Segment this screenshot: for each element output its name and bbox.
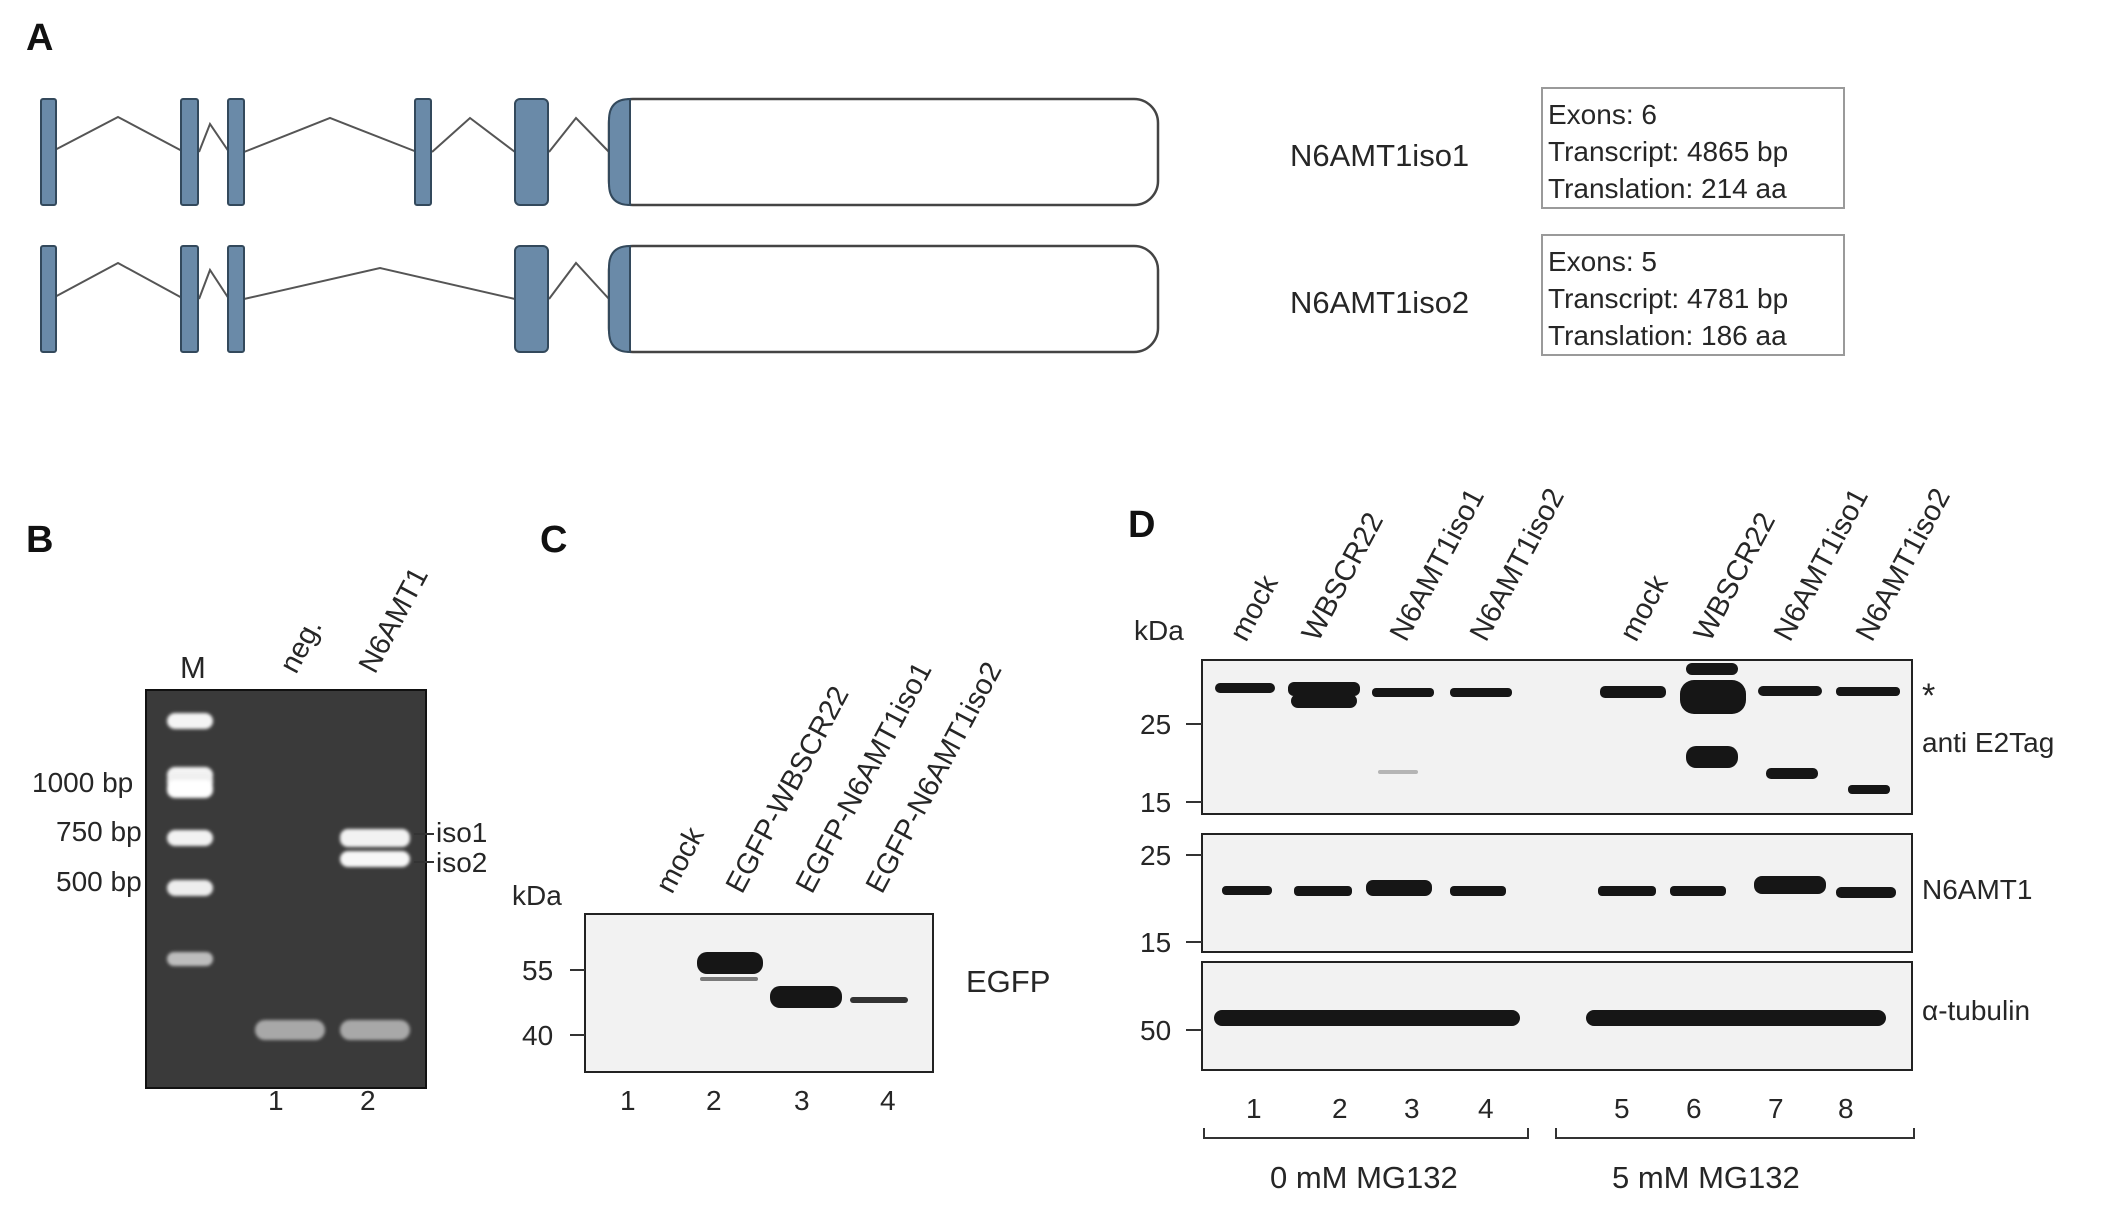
isoform2-info-box — [1541, 234, 1845, 356]
gel-marker-500bp: 500 bp — [56, 866, 142, 897]
gel-band-iso2-label: iso2 — [436, 847, 487, 878]
blot-d1-asterisk: * — [1922, 677, 1935, 715]
condition-bracket-5mm — [1555, 1128, 1915, 1139]
panel-a-letter: A — [26, 17, 53, 59]
gel-lane-number-2: 2 — [360, 1085, 376, 1116]
condition-bracket-0mm — [1203, 1128, 1529, 1139]
blot-c-lane-3: 3 — [794, 1085, 810, 1116]
condition-5mm-mg132: 5 mM MG132 — [1612, 1160, 1800, 1195]
isoform1-exons: Exons: 6 — [1548, 99, 1657, 130]
isoform1-gene-model — [40, 97, 1160, 207]
blot-d1-marker-25: 25 — [1140, 709, 1171, 740]
gel-marker-750bp: 750 bp — [56, 816, 142, 847]
gel-band-iso1-label: iso1 — [436, 817, 487, 848]
blot-d3-marker-50: 50 — [1140, 1015, 1171, 1046]
gel-marker-1000bp: 1000 bp — [32, 767, 133, 798]
condition-0mm-mg132: 0 mM MG132 — [1270, 1160, 1458, 1195]
blot-d-lane-7: 7 — [1768, 1093, 1784, 1124]
blot-d2-marker-25: 25 — [1140, 840, 1171, 871]
blot-c-bands — [697, 952, 908, 1008]
blot-c-egfp — [584, 913, 934, 1073]
gel-marker-lane-header: M — [180, 650, 206, 685]
isoform1-info-box — [1541, 87, 1845, 209]
isoform2-translation: Translation: 186 aa — [1548, 320, 1787, 351]
gel-n6amt1-lane-header: N6AMT1 — [353, 562, 435, 678]
panel-d-letter: D — [1128, 504, 1155, 546]
blot-d-lane-6: 6 — [1686, 1093, 1702, 1124]
blot-c-egfp-label: EGFP — [966, 964, 1050, 999]
isoform2-transcript: Transcript: 4781 bp — [1548, 283, 1788, 314]
blot-c-lane-1: 1 — [620, 1085, 636, 1116]
blot-d-header-mock-0: mock — [1224, 570, 1285, 647]
blot-c-marker-40: 40 — [522, 1020, 553, 1051]
blot-d-kda-unit: kDa — [1134, 615, 1184, 646]
blot-d1-bands — [1215, 663, 1900, 794]
isoform2-exons: Exons: 5 — [1548, 246, 1657, 277]
blot-d-lane-8: 8 — [1838, 1093, 1854, 1124]
gel-neg-lane-header: neg. — [274, 613, 329, 678]
blot-c-lane-4: 4 — [880, 1085, 896, 1116]
blot-d-lane-4: 4 — [1478, 1093, 1494, 1124]
blot-c-kda-unit: kDa — [512, 880, 562, 911]
isoform1-transcript: Transcript: 4865 bp — [1548, 136, 1788, 167]
gel-pcr-bands — [255, 829, 410, 1040]
blot-d2-bands — [1222, 876, 1896, 898]
blot-d-lane-1: 1 — [1246, 1093, 1262, 1124]
isoform1-translation: Translation: 214 aa — [1548, 173, 1787, 204]
blot-c-mock-header: mock — [650, 822, 711, 899]
isoform2-name: N6AMT1iso2 — [1290, 285, 1469, 320]
blot-c-marker-55: 55 — [522, 955, 553, 986]
blot-d-header-mock-5: mock — [1614, 570, 1675, 647]
gel-lane-number-1: 1 — [268, 1085, 284, 1116]
blot-d-header-wbscr22-0: WBSCR22 — [1296, 507, 1390, 646]
gel-marker-ladder — [167, 713, 213, 966]
blot-d3-label: α-tubulin — [1922, 995, 2030, 1026]
blot-d1-label: anti E2Tag — [1922, 727, 2054, 758]
blot-d2-label: N6AMT1 — [1922, 874, 2032, 905]
blot-c-lane-2: 2 — [706, 1085, 722, 1116]
isoform2-gene-model — [40, 244, 1160, 354]
blot-d-lane-2: 2 — [1332, 1093, 1348, 1124]
blot-d-header-wbscr22-5: WBSCR22 — [1688, 507, 1782, 646]
blot-d1-marker-15: 15 — [1140, 787, 1171, 818]
isoform1-name: N6AMT1iso1 — [1290, 138, 1469, 173]
panel-b-letter: B — [26, 519, 53, 561]
panel-c-letter: C — [540, 519, 567, 561]
blot-d-lane-3: 3 — [1404, 1093, 1420, 1124]
blot-d-lane-5: 5 — [1614, 1093, 1630, 1124]
blot-d2-marker-15: 15 — [1140, 927, 1171, 958]
blot-d3-bands — [1214, 1010, 1886, 1026]
